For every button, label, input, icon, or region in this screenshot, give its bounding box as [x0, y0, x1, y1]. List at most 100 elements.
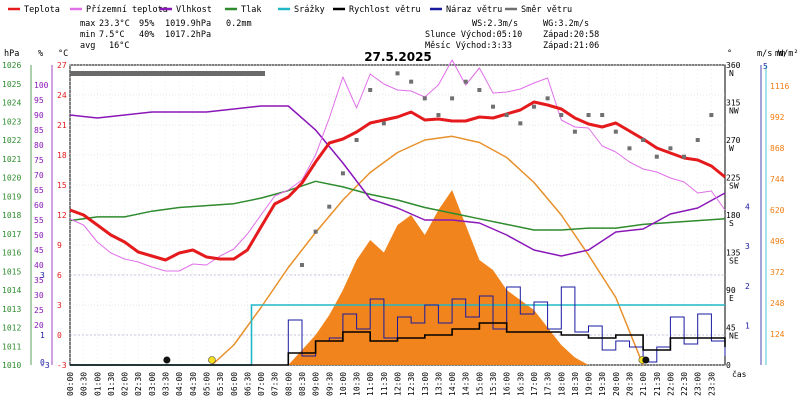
wm2-tick: 248	[770, 299, 785, 308]
x-tick-label: 14:00	[448, 372, 457, 396]
pct-unit: %	[38, 49, 43, 59]
ms-tick: 2	[745, 282, 750, 291]
wind-left-tick: -3	[40, 361, 50, 370]
x-tick-label: 15:00	[475, 372, 484, 396]
dir-tick: 90	[726, 286, 736, 295]
x-tick-label: 20:00	[612, 372, 621, 396]
hpa-tick: 1013	[2, 305, 21, 314]
degc-tick: 18	[57, 151, 67, 160]
dir-unit: °	[727, 49, 732, 59]
wm2-tick: 496	[770, 237, 785, 246]
x-tick-label: 17:30	[544, 372, 553, 396]
pct-tick: 30	[34, 291, 44, 300]
x-unit: čas	[732, 369, 747, 379]
legend-label: Vlhkost	[176, 5, 212, 15]
dir-tick: 0	[726, 361, 731, 370]
hpa-tick: 1018	[2, 211, 21, 220]
dir-name: W	[729, 144, 734, 153]
dir-name: NE	[729, 332, 739, 341]
chart-title: 27.5.2025	[364, 50, 432, 64]
hpa-tick: 1012	[2, 324, 21, 333]
wind-direction-point	[477, 88, 482, 93]
hpa-tick: 1021	[2, 155, 21, 164]
dir-name: SW	[729, 182, 739, 191]
degc-tick: 3	[57, 301, 62, 310]
dir-tick: 45	[726, 324, 736, 333]
wind-direction-point	[600, 113, 605, 118]
x-tick-label: 09:30	[325, 372, 334, 396]
hpa-tick: 1015	[2, 267, 21, 276]
wind-direction-point	[327, 204, 332, 209]
stat-temp-min: 7.5°C	[99, 30, 125, 40]
wind-direction-point	[545, 96, 550, 101]
info-sunset: Západ:20:58	[543, 30, 599, 40]
pct-tick: 100	[34, 81, 49, 90]
x-tick-label: 02:30	[134, 372, 143, 396]
wind-direction-point	[559, 113, 564, 118]
dir-tick: 360	[726, 61, 741, 70]
pct-tick: 65	[34, 186, 44, 195]
wind-direction-point	[586, 113, 591, 118]
ms-tick: 4	[745, 203, 750, 212]
stat-min-label: min	[80, 30, 95, 40]
pct-tick: 60	[34, 201, 44, 210]
hpa-tick: 1025	[2, 80, 21, 89]
x-tick-label: 14:30	[462, 372, 471, 396]
hpa-tick: 1023	[2, 117, 21, 126]
degc-tick: 6	[57, 271, 62, 280]
dir-name: SE	[729, 257, 739, 266]
x-tick-label: 03:00	[148, 372, 157, 396]
x-tick-label: 04:30	[189, 372, 198, 396]
legend-label: Náraz větru	[446, 5, 502, 15]
wind-direction-point	[381, 121, 386, 126]
ms-unit: m/s	[757, 49, 772, 59]
x-tick-label: 19:00	[585, 372, 594, 396]
hpa-tick: 1011	[2, 342, 21, 351]
hpa-tick: 1010	[2, 361, 21, 370]
pct-tick: 35	[34, 276, 44, 285]
wind-direction-point	[368, 88, 373, 93]
wind-direction-point	[668, 146, 673, 151]
stat-hum-min: 40%	[139, 30, 154, 40]
dir-name: E	[729, 294, 734, 303]
wind-direction-point	[641, 138, 646, 143]
dir-tick: 270	[726, 136, 741, 145]
degc-tick: 27	[57, 61, 67, 70]
dir-name: S	[729, 219, 734, 228]
x-tick-label: 06:30	[243, 372, 252, 396]
info-wind-gust: WG:3.2m/s	[543, 19, 589, 29]
x-tick-label: 22:00	[666, 372, 675, 396]
moon-bar	[70, 71, 265, 76]
wm2-unit: W/m²	[778, 49, 798, 59]
x-tick-label: 01:30	[107, 372, 116, 396]
stat-temp-avg: 16°C	[109, 41, 129, 51]
hpa-unit: hPa	[4, 49, 19, 59]
stat-press-max: 1019.9hPa	[165, 19, 211, 29]
x-tick-label: 21:00	[639, 372, 648, 396]
x-tick-label: 18:00	[557, 372, 566, 396]
hpa-tick: 1020	[2, 174, 21, 183]
wm2-tick: 372	[770, 268, 785, 277]
legend-label: Rychlost větru	[349, 5, 421, 15]
wind-direction-point	[313, 229, 318, 234]
moonset-icon	[642, 356, 650, 364]
hpa-tick: 1024	[2, 99, 21, 108]
dir-tick: 180	[726, 211, 741, 220]
wm2-tick: 868	[770, 144, 785, 153]
pct-tick: 20	[34, 321, 44, 330]
hpa-tick: 1022	[2, 136, 21, 145]
x-tick-label: 10:00	[339, 372, 348, 396]
x-tick-label: 17:00	[530, 372, 539, 396]
wind-direction-point	[709, 113, 714, 118]
legend-label: Teplota	[24, 5, 60, 15]
wind-direction-point	[518, 121, 523, 126]
pct-tick: 40	[34, 261, 44, 270]
x-tick-label: 11:00	[366, 372, 375, 396]
pct-tick: 85	[34, 126, 44, 135]
stat-hum-max: 95%	[139, 19, 154, 29]
hpa-tick: 1014	[2, 286, 21, 295]
stat-temp-max: 23.3°C	[99, 19, 130, 29]
stat-rain-max: 0.2mm	[226, 19, 252, 29]
x-tick-label: 20:30	[625, 372, 634, 396]
